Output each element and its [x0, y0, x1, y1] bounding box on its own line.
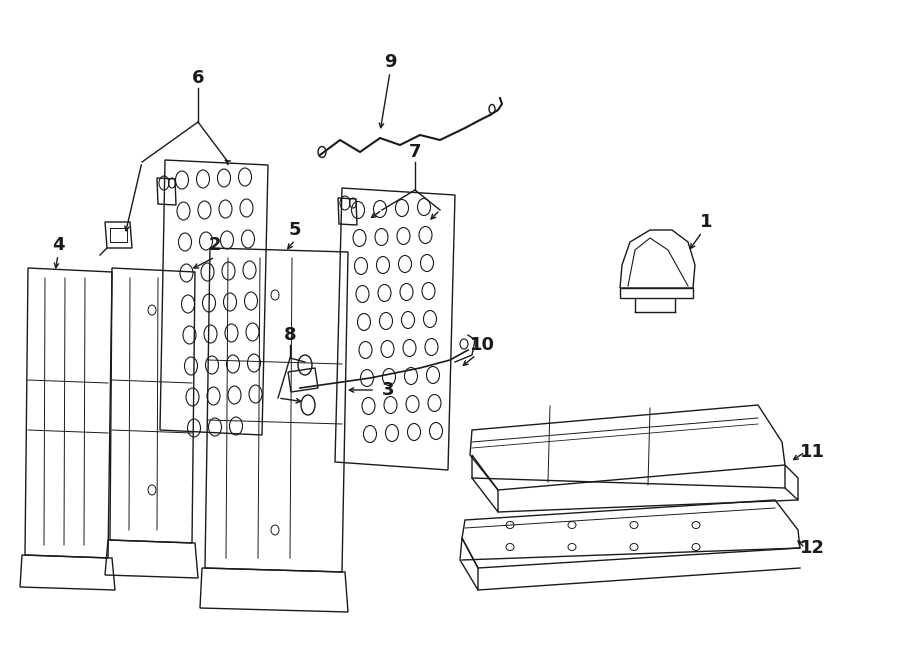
Text: 2: 2 [209, 236, 221, 254]
Text: 4: 4 [52, 236, 64, 254]
Text: 12: 12 [799, 539, 824, 557]
Text: 8: 8 [284, 326, 296, 344]
Text: 6: 6 [192, 69, 204, 87]
Text: 10: 10 [470, 336, 494, 354]
Text: 9: 9 [383, 53, 396, 71]
Text: 3: 3 [382, 381, 394, 399]
Text: 1: 1 [700, 213, 712, 231]
Text: 5: 5 [289, 221, 302, 239]
Text: 7: 7 [409, 143, 421, 161]
Text: 11: 11 [799, 443, 824, 461]
